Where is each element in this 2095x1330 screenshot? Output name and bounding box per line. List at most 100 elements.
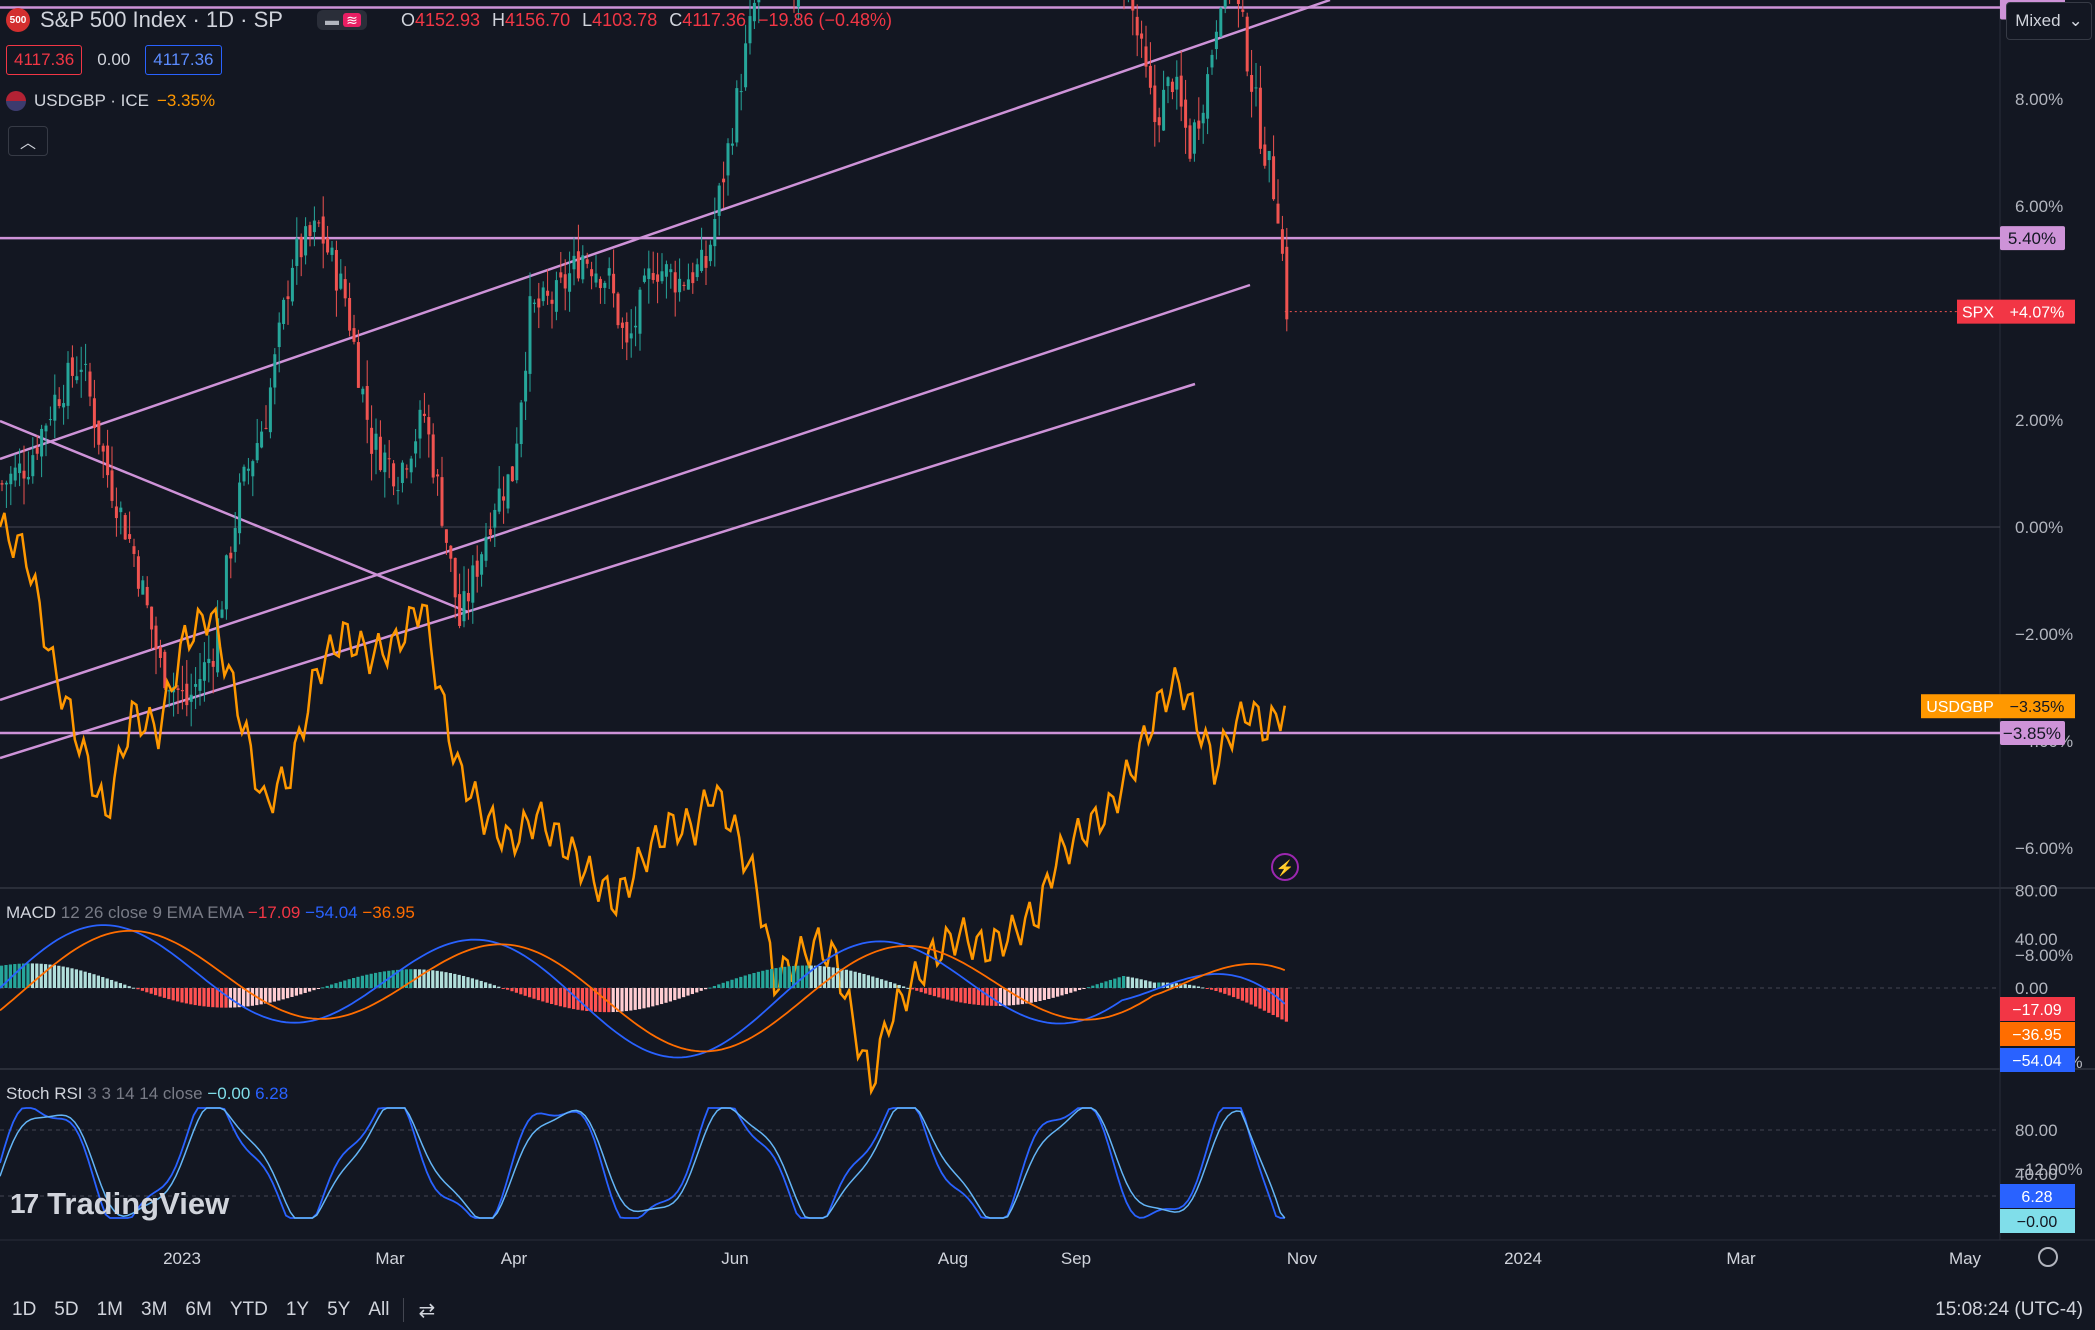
- bid-box[interactable]: 4117.36: [6, 45, 83, 75]
- collapse-legend-button[interactable]: ︿: [8, 126, 48, 156]
- stoch-legend[interactable]: Stoch RSI 3 3 14 14 close −0.00 6.28: [6, 1084, 288, 1104]
- macd-histogram-bar: [294, 988, 298, 996]
- spx-candle: [1170, 81, 1174, 93]
- macd-histogram-bar: [954, 988, 958, 1002]
- spx-candle: [568, 273, 572, 292]
- range-button-ytd[interactable]: YTD: [229, 1299, 268, 1320]
- spx-candle: [233, 528, 237, 552]
- lightning-icon: [1271, 853, 1299, 881]
- macd-histogram-bar: [1135, 978, 1139, 988]
- spx-candle: [642, 275, 646, 282]
- spx-candle: [251, 461, 255, 477]
- macd-value-box: [2000, 1048, 2075, 1072]
- range-button-3m[interactable]: 3M: [141, 1299, 168, 1320]
- macd-histogram-bar: [787, 966, 791, 988]
- spx-candle: [431, 434, 435, 478]
- range-button-1y[interactable]: 1Y: [285, 1299, 310, 1320]
- scale-mode-dropdown[interactable]: Mixed ⌄: [2006, 2, 2092, 40]
- macd-histogram-bar: [308, 988, 312, 992]
- ohlc-item: L4103.78: [582, 9, 658, 30]
- spx-candle: [79, 369, 83, 372]
- spx-candle: [1219, 7, 1223, 37]
- macd-histogram-bar: [1144, 980, 1148, 988]
- spx-candle: [409, 458, 413, 473]
- spx-candle: [18, 463, 22, 474]
- macd-line-value: −54.04: [305, 903, 358, 922]
- spx-candle: [484, 536, 488, 561]
- macd-histogram-bar: [237, 988, 241, 1008]
- macd-histogram-bar: [303, 988, 307, 993]
- bar-style-icon[interactable]: ▬: [324, 12, 339, 28]
- spx-candle: [493, 509, 497, 528]
- spx-candle: [224, 555, 228, 610]
- macd-histogram-bar: [1276, 988, 1280, 1018]
- macd-histogram-bar: [1249, 988, 1253, 1005]
- macd-value-label: −36.95: [2012, 1027, 2061, 1044]
- spx-candle: [387, 458, 391, 460]
- stoch-value-box: [2000, 1184, 2075, 1208]
- spx-candle: [1263, 144, 1267, 166]
- macd-histogram-bar: [686, 988, 690, 996]
- macd-histogram-bar: [985, 988, 989, 1006]
- macd-histogram-bar: [1170, 982, 1174, 988]
- spx-candle: [101, 445, 105, 452]
- macd-histogram-bar: [884, 980, 888, 988]
- spx-candle: [651, 273, 655, 280]
- x-tick-label: Sep: [1061, 1249, 1091, 1268]
- macd-histogram-bar: [1029, 988, 1033, 1003]
- range-buttons: 1D 5D 1M 3M 6M YTD 1Y 5Y All: [12, 1299, 389, 1321]
- macd-histogram-bar: [277, 988, 281, 1001]
- range-button-1m[interactable]: 1M: [96, 1299, 123, 1320]
- stoch-params: 3 3 14 14 close: [87, 1084, 203, 1103]
- macd-histogram-bar: [1210, 988, 1214, 990]
- macd-histogram-bar: [180, 988, 184, 1003]
- stoch-name: Stoch RSI: [6, 1084, 83, 1103]
- macd-histogram-bar: [321, 987, 325, 989]
- macd-histogram-bar: [79, 970, 83, 988]
- level-label-box: [2000, 226, 2065, 251]
- macd-legend[interactable]: MACD 12 26 close 9 EMA EMA −17.09 −54.04…: [6, 903, 415, 923]
- compare-date-range-icon[interactable]: ⇄: [418, 1299, 436, 1322]
- macd-histogram-bar: [646, 988, 650, 1008]
- y-tick-label: 2.00%: [2015, 411, 2063, 430]
- spx-candle: [202, 662, 206, 681]
- clock-time[interactable]: 15:08:24 (UTC-4): [1935, 1299, 2083, 1320]
- range-button-5d[interactable]: 5D: [54, 1299, 79, 1320]
- spx-candle: [229, 552, 233, 559]
- macd-histogram-bar: [633, 988, 637, 1010]
- spx-candle: [691, 272, 695, 284]
- range-button-5y[interactable]: 5Y: [327, 1299, 351, 1320]
- macd-histogram-bar: [629, 988, 633, 1011]
- spx-candle: [40, 428, 44, 457]
- macd-histogram-bar: [514, 988, 518, 993]
- macd-histogram-bar: [132, 987, 136, 989]
- macd-histogram-bar: [836, 968, 840, 988]
- x-tick-label: Mar: [375, 1249, 405, 1268]
- spx-candle: [92, 398, 96, 428]
- range-button-all[interactable]: All: [368, 1299, 390, 1320]
- chart-type-toggle[interactable]: ▬ ≋: [316, 10, 367, 30]
- spx-candle: [700, 249, 704, 271]
- macd-histogram-bar: [1091, 985, 1095, 988]
- macd-histogram-bar: [620, 988, 624, 1012]
- macd-histogram-bar: [431, 970, 435, 988]
- macd-histogram-bar: [774, 968, 778, 988]
- spx-candle: [730, 143, 734, 146]
- macd-histogram-bar: [558, 988, 562, 1007]
- macd-histogram-bar: [299, 988, 303, 995]
- ask-box[interactable]: 4117.36: [145, 45, 222, 75]
- compare-symbol[interactable]: USDGBP · ICE: [34, 91, 149, 110]
- tradingview-logo[interactable]: 17 TradingView: [10, 1186, 229, 1222]
- macd-histogram-bar: [83, 971, 87, 988]
- macd-histogram-bar: [1056, 988, 1060, 997]
- macd-histogram-bar: [325, 985, 329, 988]
- range-button-6m[interactable]: 6M: [185, 1299, 212, 1320]
- macd-histogram-bar: [946, 988, 950, 1000]
- wave-style-icon[interactable]: ≋: [342, 12, 361, 28]
- symbol-title[interactable]: S&P 500 Index · 1D · SP: [40, 7, 283, 32]
- range-button-1d[interactable]: 1D: [12, 1299, 37, 1320]
- macd-histogram-bar: [396, 969, 400, 988]
- spx-candle: [625, 321, 629, 343]
- macd-histogram-bar: [1183, 984, 1187, 988]
